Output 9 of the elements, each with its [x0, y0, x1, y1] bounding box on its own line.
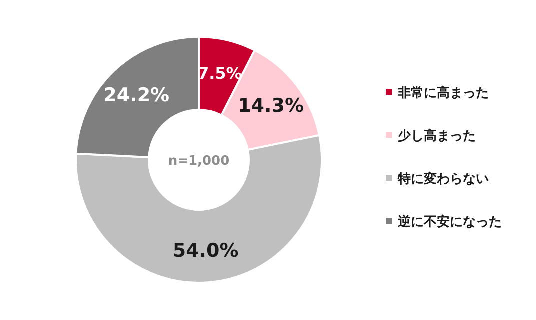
- legend-label: 少し高まった: [397, 128, 476, 144]
- data-label: 24.2%: [104, 84, 170, 106]
- data-label: 54.0%: [172, 240, 239, 262]
- legend-label: 非常に高まった: [397, 85, 489, 101]
- legend-label: 逆に不安になった: [397, 214, 502, 230]
- text: n=1,000: [168, 154, 230, 169]
- data-label: 7.5%: [198, 64, 242, 83]
- data-label: 14.3%: [238, 95, 304, 118]
- legend-label: 特に変わらない: [397, 171, 489, 187]
